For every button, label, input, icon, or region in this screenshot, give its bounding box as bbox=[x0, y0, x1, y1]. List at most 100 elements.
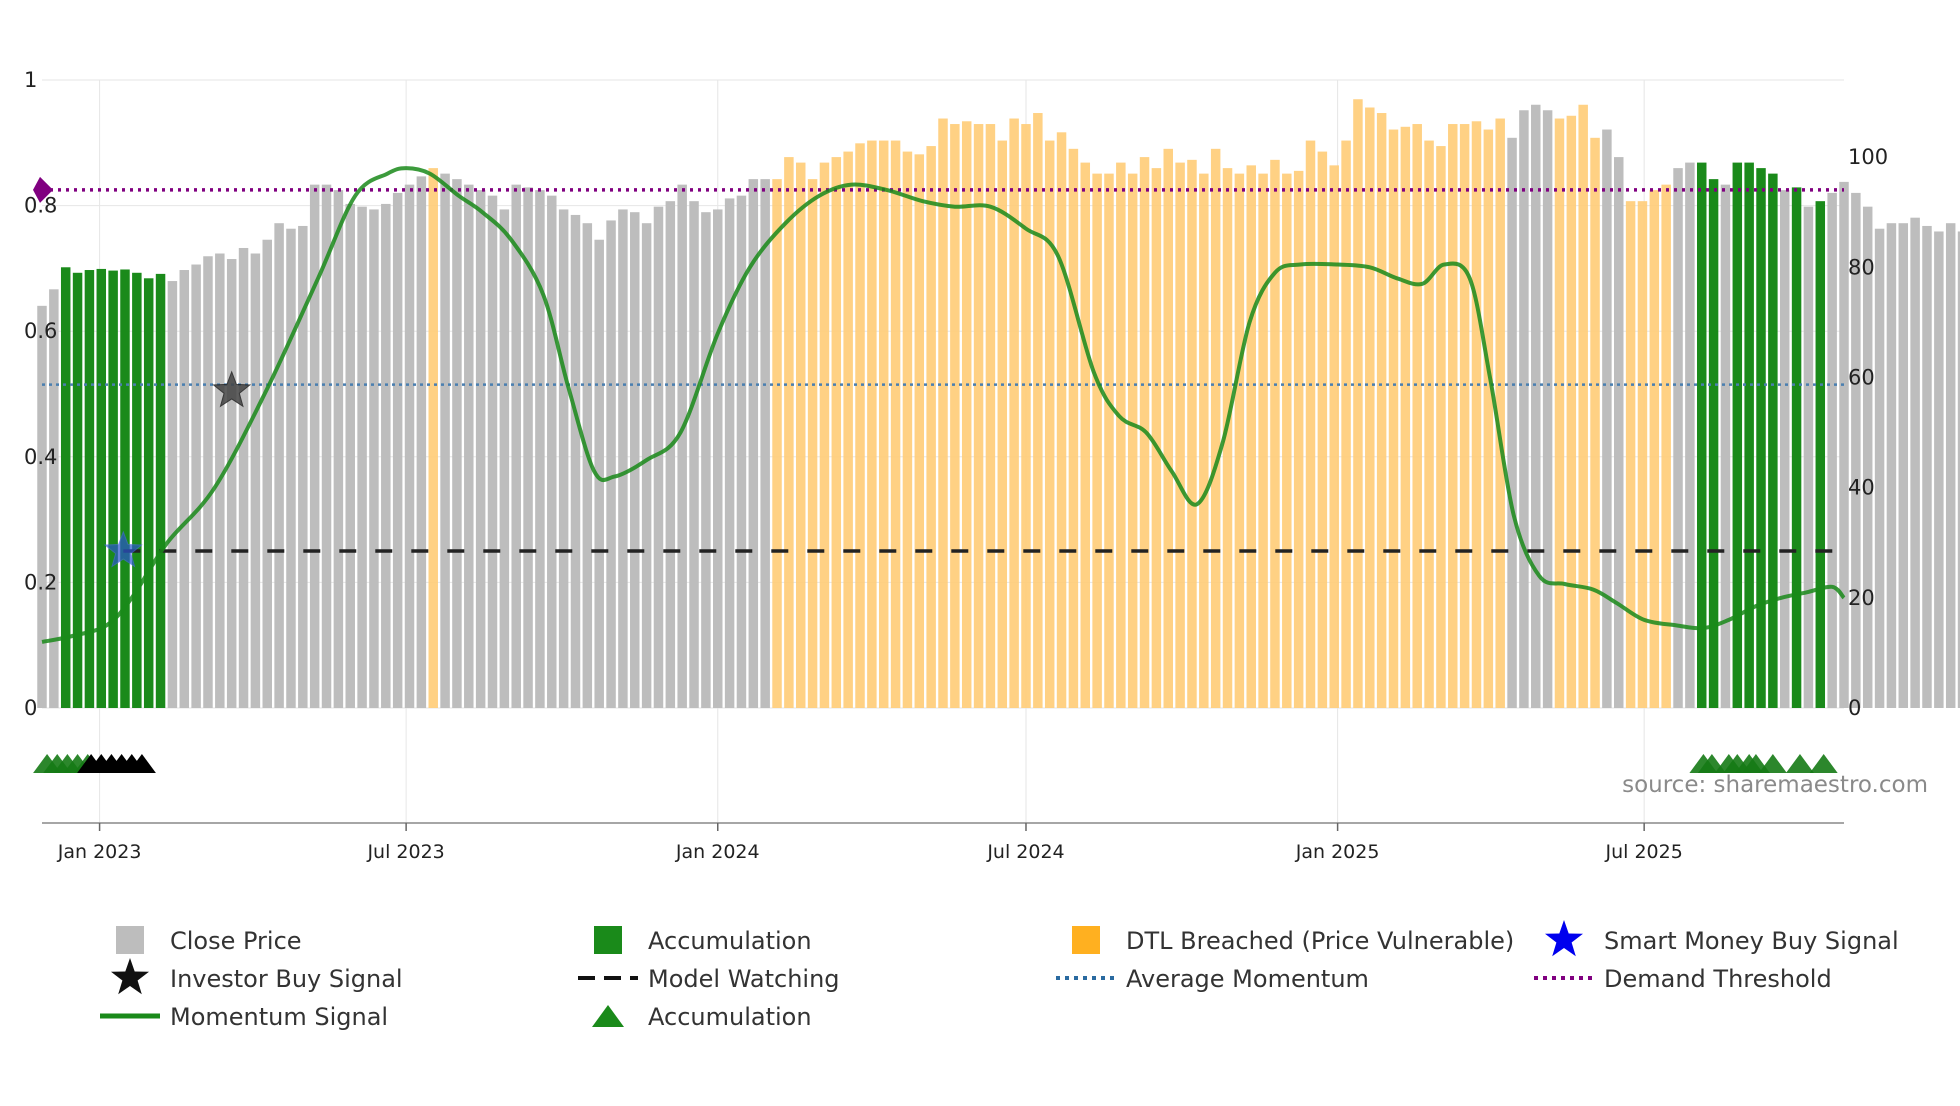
bar-close bbox=[262, 239, 272, 708]
bar-accumulation bbox=[1768, 173, 1778, 709]
bar-dtl bbox=[1471, 121, 1482, 709]
accumulation-triangle-marker bbox=[1785, 754, 1814, 773]
bar-close bbox=[736, 195, 747, 708]
legend: Close Price Accumulation DTL Breached (Pri… bbox=[100, 920, 1899, 1031]
bar-close bbox=[1531, 104, 1541, 709]
bar-close bbox=[1602, 129, 1612, 708]
x-tick-label: Jan 2023 bbox=[57, 841, 142, 863]
bar-close bbox=[250, 253, 261, 708]
legend-swatch-square bbox=[594, 926, 622, 954]
bar-close bbox=[1862, 206, 1873, 708]
x-tick-label: Jul 2023 bbox=[366, 841, 444, 863]
bar-dtl bbox=[1282, 173, 1292, 709]
bar-accumulation bbox=[1791, 187, 1802, 708]
right-tick-label: 40 bbox=[1848, 476, 1875, 500]
bar-dtl bbox=[902, 151, 913, 709]
momentum-signal-line bbox=[41, 166, 1846, 644]
bar-accumulation bbox=[60, 267, 71, 708]
bar-dtl bbox=[1210, 148, 1221, 708]
legend-swatch-triangle bbox=[592, 1005, 624, 1027]
bar-accumulation bbox=[84, 270, 95, 708]
bar-close bbox=[357, 206, 367, 708]
legend-label: Accumulation bbox=[648, 927, 812, 955]
bar-close bbox=[630, 212, 640, 708]
bar-close bbox=[1519, 110, 1529, 709]
bar-dtl bbox=[997, 140, 1008, 709]
bar-close bbox=[203, 256, 213, 708]
bar-dtl bbox=[1590, 137, 1600, 709]
bar-dtl bbox=[1329, 165, 1339, 708]
bar-close bbox=[677, 184, 687, 709]
bar-dtl bbox=[1625, 201, 1636, 708]
bar-dtl bbox=[1459, 124, 1470, 708]
bar-accumulation bbox=[1744, 162, 1754, 709]
legend-label: Investor Buy Signal bbox=[170, 965, 403, 993]
bar-close bbox=[1922, 225, 1932, 709]
bar-dtl bbox=[1293, 170, 1304, 708]
bar-close bbox=[381, 203, 391, 708]
bar-close bbox=[286, 228, 296, 708]
source-label: source: sharemaestro.com bbox=[1622, 772, 1928, 798]
investor-buy-signal-marker bbox=[212, 370, 252, 408]
left-tick-label: 0.8 bbox=[24, 194, 57, 218]
bar-dtl bbox=[1258, 173, 1268, 709]
demand-threshold-marker bbox=[33, 176, 53, 203]
left-tick-label: 0.2 bbox=[24, 570, 57, 594]
bar-dtl bbox=[1104, 173, 1114, 709]
bar-close bbox=[1886, 223, 1897, 708]
bar-dtl bbox=[1483, 129, 1494, 708]
smart-money-buy-signal-marker bbox=[103, 530, 143, 568]
bar-close bbox=[226, 259, 237, 708]
bar-close bbox=[760, 179, 770, 709]
bar-dtl bbox=[1412, 124, 1422, 708]
bar-dtl bbox=[867, 140, 877, 709]
bar-close bbox=[701, 212, 711, 708]
bar-close bbox=[345, 203, 355, 708]
bar-dtl bbox=[926, 146, 936, 708]
bar-dtl bbox=[950, 124, 960, 708]
bar-close bbox=[1957, 231, 1960, 709]
bar-close bbox=[1614, 157, 1624, 708]
bar-dtl bbox=[1341, 140, 1351, 709]
bar-dtl bbox=[1448, 124, 1458, 708]
bar-dtl bbox=[914, 154, 925, 708]
bar-close bbox=[274, 223, 284, 708]
bar-dtl bbox=[1649, 190, 1660, 709]
bar-dtl bbox=[1009, 118, 1019, 708]
left-tick-label: 0.4 bbox=[24, 445, 57, 469]
bar-close bbox=[724, 198, 735, 708]
bar-close bbox=[1827, 192, 1837, 708]
bar-close bbox=[618, 209, 628, 708]
bar-dtl bbox=[428, 168, 438, 709]
bar-accumulation bbox=[1732, 162, 1743, 709]
left-tick-label: 0 bbox=[24, 696, 37, 720]
bar-dtl bbox=[843, 151, 853, 709]
bar-dtl bbox=[772, 179, 782, 709]
bar-close bbox=[641, 223, 652, 708]
legend-label: Close Price bbox=[170, 927, 302, 955]
bar-close bbox=[689, 201, 699, 708]
signal-markers bbox=[33, 176, 1838, 773]
bar-close bbox=[1945, 223, 1956, 708]
accumulation-triangle-marker bbox=[1809, 754, 1838, 773]
bar-dtl bbox=[890, 140, 901, 709]
bar-dtl bbox=[1270, 159, 1280, 708]
bar-dtl bbox=[878, 140, 889, 709]
right-tick-label: 100 bbox=[1848, 145, 1888, 169]
right-tick-label: 80 bbox=[1848, 255, 1875, 279]
bar-dtl bbox=[807, 179, 818, 709]
bar-close bbox=[416, 176, 427, 708]
bar-close bbox=[1910, 217, 1920, 708]
bar-close bbox=[1803, 206, 1814, 708]
bar-close bbox=[191, 264, 201, 708]
bar-close bbox=[1934, 231, 1944, 709]
bar-dtl bbox=[1056, 132, 1067, 709]
right-tick-label: 0 bbox=[1848, 696, 1861, 720]
bar-accumulation bbox=[96, 268, 107, 708]
bar-close bbox=[49, 289, 59, 708]
legend-label: Accumulation bbox=[648, 1003, 812, 1031]
bar-dtl bbox=[1222, 168, 1233, 709]
legend-label: Momentum Signal bbox=[170, 1003, 388, 1031]
bar-dtl bbox=[1495, 118, 1505, 708]
bar-close bbox=[369, 209, 379, 708]
